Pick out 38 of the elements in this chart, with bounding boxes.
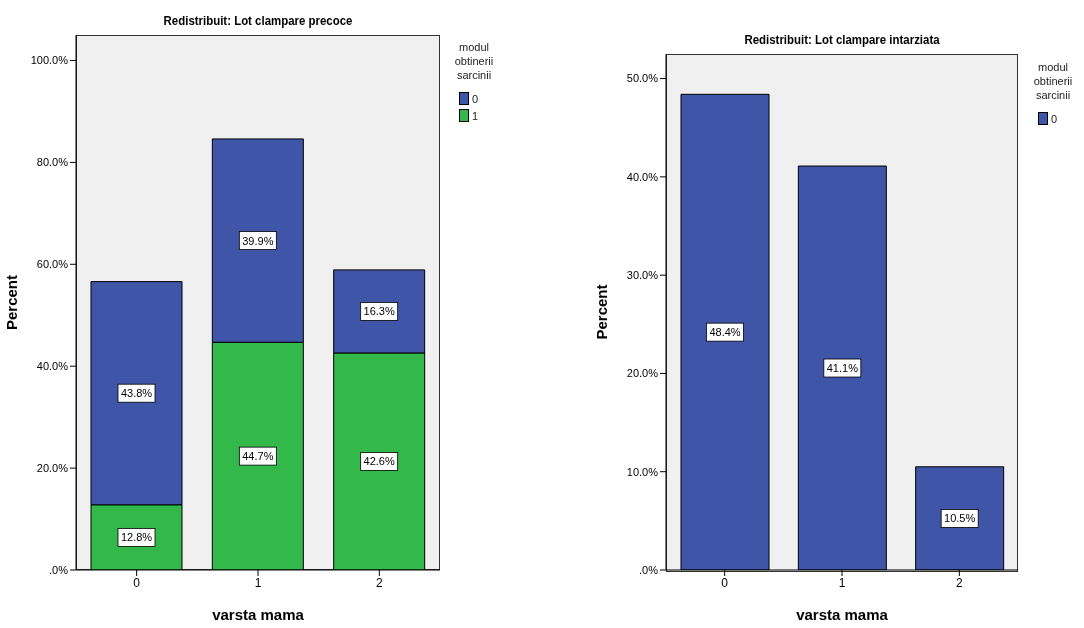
y-tick-label: 60.0% (36, 258, 69, 271)
y-tick-label: 30.0% (626, 269, 659, 282)
y-tick-label: 80.0% (36, 156, 69, 169)
x-tick-label: 0 (721, 575, 729, 590)
x-tick-label: 0 (133, 575, 141, 590)
data-label: 44.7% (242, 450, 274, 463)
y-tick-label: 100.0% (30, 54, 69, 67)
x-tick-label: 1 (254, 575, 262, 590)
legend-label: 0 (472, 92, 479, 105)
data-label: 48.4% (709, 326, 741, 339)
y-tick-label: 20.0% (626, 367, 659, 380)
y-tick-label: 20.0% (36, 462, 69, 474)
y-axis-title: Percent (593, 284, 611, 340)
legend-label: 0 (1051, 112, 1058, 125)
legend-title: modul obtinerii sarcinii (453, 40, 495, 82)
data-label: 12.8% (120, 531, 153, 544)
chart-title: Redistribuit: Lot clampare intarziata (743, 32, 941, 47)
x-axis-title: varsta mama (796, 606, 889, 623)
data-label: 16.3% (363, 305, 395, 318)
data-label: 39.9% (242, 234, 274, 247)
legend-label: 1 (472, 109, 479, 122)
y-tick-label: .0% (639, 563, 659, 576)
x-tick-label: 2 (375, 575, 383, 590)
y-axis-title: Percent (3, 274, 21, 331)
x-tick-label: 2 (955, 575, 963, 590)
x-tick-label: 1 (838, 575, 846, 590)
data-label: 10.5% (944, 512, 976, 525)
x-axis-title: varsta mama (212, 606, 305, 623)
data-label: 41.1% (826, 362, 859, 375)
data-label: 42.6% (363, 455, 395, 468)
y-tick-label: 10.0% (626, 465, 659, 478)
y-tick-label: 50.0% (626, 72, 659, 85)
y-tick-label: .0% (49, 563, 69, 576)
y-tick-label: 40.0% (36, 360, 69, 373)
legend-title: modul obtinerii sarcinii (1032, 60, 1074, 102)
y-tick-label: 40.0% (626, 170, 659, 183)
data-label: 43.8% (120, 387, 153, 400)
chart-title: Redistribuit: Lot clampare precoce (162, 13, 354, 28)
